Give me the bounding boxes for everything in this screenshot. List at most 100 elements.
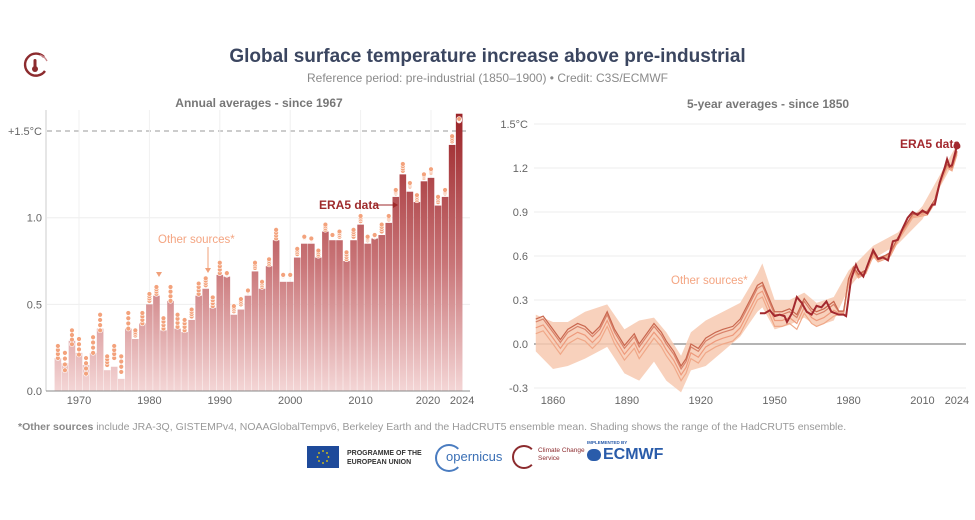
other-source-dot	[125, 320, 131, 327]
y-tick-label: 0.6	[513, 251, 528, 263]
other-source-dot	[153, 284, 160, 290]
other-source-dot	[139, 310, 146, 316]
eu-programme-text: PROGRAMME OF THE EUROPEAN UNION	[347, 450, 422, 466]
c3s-thermometer-logo-icon	[23, 52, 48, 77]
other-source-dot	[97, 312, 103, 318]
other-source-dot	[125, 310, 131, 316]
bar-1992	[230, 314, 238, 391]
bar-2022	[441, 196, 449, 391]
x-tick-label: 2010	[910, 395, 934, 407]
other-source-dot	[62, 361, 68, 368]
other-source-dot	[174, 312, 181, 318]
x-tick-label: 1860	[541, 395, 565, 407]
bar-2019	[420, 181, 428, 391]
other-source-dot	[167, 288, 174, 295]
other-source-dot	[55, 343, 61, 349]
bar-2014	[385, 222, 393, 391]
other-source-dot	[414, 192, 420, 198]
bar-1983	[167, 300, 174, 391]
x-tick-label: 2010	[348, 395, 372, 407]
other-source-dot	[160, 315, 167, 321]
other-source-line	[535, 154, 958, 382]
other-source-dot	[97, 327, 103, 334]
y-tick-label: 0.3	[513, 295, 528, 307]
bar-1993	[237, 309, 245, 391]
bar-1970	[75, 352, 83, 391]
bar-1998	[272, 240, 280, 391]
bar-1995	[251, 271, 259, 391]
bar-1994	[244, 295, 252, 391]
bar-2001	[293, 257, 301, 391]
other-source-dot	[400, 161, 406, 167]
five-year-line-chart: 5-year averages - since 1850 -0.3 0.0 0.3 0…	[500, 97, 969, 407]
bar-1999	[279, 281, 287, 391]
era5-arrowhead-icon	[393, 202, 398, 208]
other-source-dot	[90, 334, 96, 340]
bar-2003	[308, 243, 315, 391]
bar-1997	[265, 266, 273, 391]
other-source-dot	[167, 298, 174, 304]
other-source-dot	[336, 228, 343, 235]
bar-2010	[357, 224, 364, 391]
era5-label: ERA5 data	[900, 137, 960, 151]
bar-2018	[413, 202, 421, 391]
bar-2006	[329, 240, 336, 391]
bar-1971	[82, 365, 90, 391]
other-source-dot	[125, 315, 131, 321]
y-tick-label: -0.3	[509, 383, 528, 395]
eu-flag-icon	[307, 446, 339, 468]
other-source-dot	[83, 370, 89, 377]
other-source-dot	[217, 260, 223, 266]
other-source-dot	[371, 232, 378, 238]
other-source-dot	[231, 303, 237, 309]
bar-1989	[209, 307, 217, 391]
bar-1984	[174, 328, 181, 391]
bar-1968	[61, 363, 69, 391]
other-source-dot	[407, 180, 413, 186]
other-sources-label: Other sources*	[671, 275, 748, 287]
other-source-dot	[188, 306, 195, 313]
other-source-dot	[245, 287, 251, 294]
bar-1978	[132, 339, 139, 391]
other-source-dot	[90, 344, 96, 351]
other-source-dot	[76, 351, 82, 358]
bar-1977	[124, 328, 132, 391]
bar-2021	[434, 205, 442, 391]
bar-1990	[216, 274, 224, 391]
other-source-dot	[104, 353, 110, 360]
other-source-dot	[125, 325, 131, 332]
other-source-dot	[118, 369, 124, 375]
other-source-dot	[118, 364, 124, 370]
bar-1986	[188, 319, 195, 391]
other-source-dot	[294, 246, 300, 252]
footnote-bold: *Other sources	[18, 421, 94, 433]
other-sources-annotation: Other sources*	[158, 234, 235, 246]
other-source-dot	[350, 227, 357, 233]
footnote: *Other sources include JRA-3Q, GISTEMPv4…	[18, 421, 846, 433]
other-source-dot	[132, 327, 139, 334]
other-source-dot	[252, 260, 258, 266]
other-source-dot	[83, 355, 89, 361]
x-tick-label: 1970	[67, 395, 91, 407]
other-source-dot	[357, 213, 364, 219]
other-source-dot	[76, 336, 82, 342]
other-source-dot	[203, 275, 209, 282]
other-source-dot	[308, 235, 315, 242]
bar-2007	[336, 240, 343, 391]
other-source-dot	[90, 350, 96, 356]
bar-2011	[364, 243, 371, 391]
era5-annotation: ERA5 data	[319, 198, 379, 212]
other-source-dot	[259, 279, 265, 285]
other-source-dot	[62, 367, 68, 373]
bar-2005	[322, 231, 329, 391]
bar-1973	[96, 328, 104, 391]
x-tick-label: 2000	[278, 395, 302, 407]
ecmwf-logo-icon	[587, 449, 601, 461]
bar-1985	[181, 332, 188, 391]
marker-triangle-icon	[156, 272, 162, 277]
ecmwf-text: ECMWF	[603, 446, 664, 463]
x-tick-label: 1950	[762, 395, 786, 407]
other-source-dot	[62, 355, 68, 362]
bar-2012	[371, 238, 378, 391]
